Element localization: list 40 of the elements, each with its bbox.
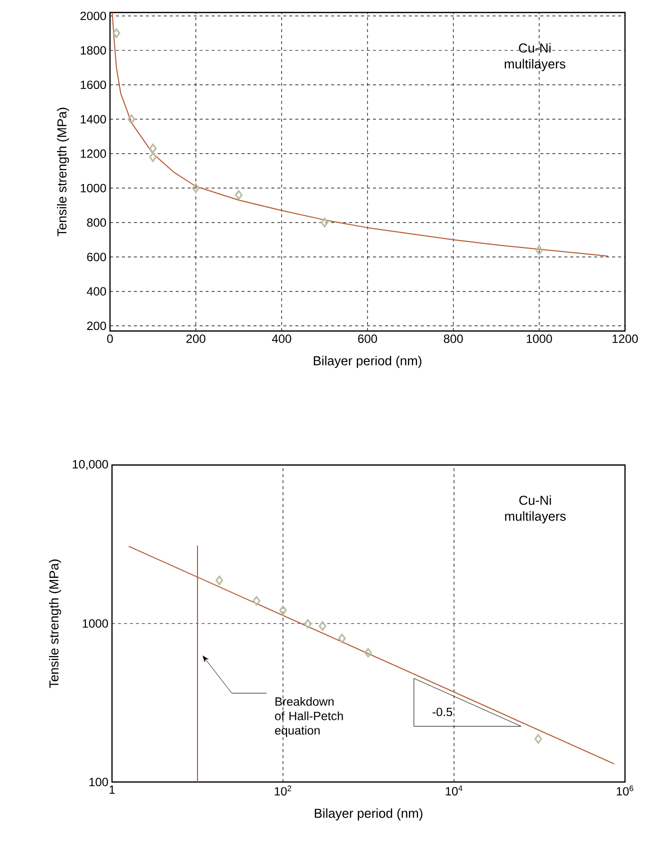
x-axis-title: Bilayer period (nm) (314, 808, 422, 820)
x-axis-title: Bilayer period (nm) (314, 356, 422, 368)
point (149, 144, 157, 154)
point (112, 28, 120, 38)
x-tick-label: 800 (444, 334, 463, 343)
x-tick-label: 200 (186, 334, 206, 343)
point (149, 152, 157, 162)
x-tick-label: 400 (272, 334, 292, 343)
y-axis-title: Tensile strength (MPa) (56, 108, 70, 236)
y-tick-label: 100 (89, 778, 108, 786)
annotation: Cu-Ni multilayers (505, 495, 566, 524)
y-tick-label: 200 (87, 322, 106, 330)
y-axis-title: Tensile strength (MPa) (48, 560, 62, 688)
x-tick-label: 1000 (526, 334, 552, 343)
y-tick-label: 10,000 (72, 460, 108, 470)
y-tick-label: 600 (87, 252, 106, 262)
y-tick-label: 1000 (80, 184, 106, 192)
annotation: -0.5 (432, 708, 452, 716)
y-tick-label: 1000 (82, 619, 108, 628)
y-tick-label: 800 (87, 218, 106, 227)
y-tick-label: 1400 (80, 115, 106, 124)
x-tick-label: 10$^{4}$ (446, 786, 462, 796)
annotation: Cu-Ni multilayers (504, 43, 566, 72)
point (192, 183, 200, 193)
x-tick-label: 1200 (612, 334, 638, 343)
x-tick-label: 600 (358, 334, 378, 343)
point (128, 114, 136, 124)
x-tick-label: 0 (107, 334, 113, 343)
y-tick-label: 1200 (80, 149, 106, 158)
x-tick-label: 10$^{6}$ (616, 786, 634, 796)
annotation: Breakdown of Hall-Petch equation (275, 697, 343, 738)
point (535, 245, 543, 255)
x-tick-label: 1 (110, 786, 115, 794)
y-tick-label: 2000 (80, 12, 106, 20)
y-tick-label: 400 (86, 287, 106, 296)
point (320, 218, 328, 228)
y-tick-label: 1800 (80, 46, 106, 55)
point (234, 190, 243, 200)
y-tick-label: 1600 (80, 80, 106, 90)
x-tick-label: 10$^{2}$ (274, 786, 292, 796)
